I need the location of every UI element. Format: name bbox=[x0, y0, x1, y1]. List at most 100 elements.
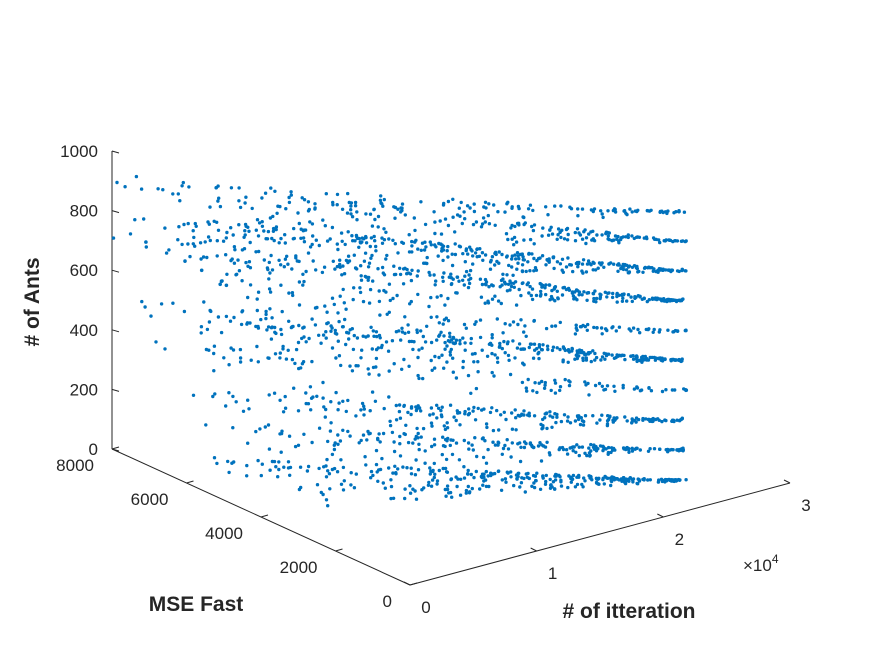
data-point bbox=[338, 294, 342, 298]
x-tick-mark bbox=[783, 479, 791, 484]
data-point bbox=[260, 220, 264, 224]
data-point bbox=[606, 352, 611, 356]
data-point bbox=[384, 290, 388, 294]
data-point bbox=[564, 448, 569, 452]
data-point bbox=[387, 282, 392, 286]
data-point bbox=[591, 229, 595, 233]
data-point bbox=[680, 267, 684, 272]
data-point bbox=[296, 211, 300, 215]
data-point bbox=[208, 205, 212, 209]
data-point bbox=[350, 234, 354, 238]
data-point bbox=[321, 396, 325, 400]
data-point bbox=[661, 210, 665, 215]
data-point bbox=[518, 485, 522, 489]
data-point bbox=[229, 226, 233, 230]
data-point bbox=[595, 421, 599, 425]
data-point bbox=[370, 390, 375, 394]
data-point bbox=[246, 398, 250, 402]
data-point bbox=[657, 297, 661, 301]
data-point bbox=[448, 350, 452, 354]
data-point bbox=[583, 380, 587, 384]
data-point bbox=[262, 229, 266, 233]
data-point bbox=[409, 412, 413, 417]
data-point bbox=[341, 465, 346, 470]
data-point bbox=[574, 323, 578, 327]
data-point bbox=[375, 334, 379, 339]
data-point bbox=[256, 360, 260, 364]
data-point bbox=[513, 356, 517, 360]
data-point bbox=[406, 330, 411, 334]
data-point bbox=[188, 254, 192, 259]
data-point bbox=[630, 299, 634, 304]
data-point bbox=[341, 399, 345, 403]
data-point bbox=[505, 470, 509, 474]
data-point bbox=[532, 318, 536, 323]
data-point bbox=[373, 239, 377, 243]
data-point bbox=[365, 438, 369, 442]
data-point bbox=[212, 219, 216, 223]
data-point bbox=[592, 207, 597, 211]
data-point bbox=[317, 243, 321, 248]
data-point bbox=[451, 215, 455, 219]
data-point bbox=[439, 408, 443, 413]
data-point bbox=[461, 365, 465, 370]
data-point bbox=[376, 214, 381, 219]
data-point bbox=[254, 250, 258, 254]
data-point bbox=[270, 325, 274, 329]
data-point bbox=[433, 243, 437, 247]
y-tick-label: 0 bbox=[383, 592, 392, 611]
data-point bbox=[466, 441, 471, 445]
data-point bbox=[599, 293, 603, 297]
data-point bbox=[391, 238, 395, 242]
data-point bbox=[571, 449, 575, 453]
data-point bbox=[268, 216, 273, 220]
data-point bbox=[633, 295, 637, 299]
data-point bbox=[504, 417, 508, 422]
data-point bbox=[333, 331, 338, 335]
data-point bbox=[570, 290, 575, 294]
data-point bbox=[271, 229, 276, 233]
data-point bbox=[366, 265, 371, 269]
data-point bbox=[279, 332, 284, 337]
data-point bbox=[508, 288, 512, 292]
data-point bbox=[530, 484, 534, 488]
data-point bbox=[416, 436, 420, 440]
data-point bbox=[528, 284, 532, 289]
data-point bbox=[416, 373, 420, 378]
data-point bbox=[472, 405, 476, 410]
data-point bbox=[263, 425, 267, 429]
data-point bbox=[580, 262, 585, 266]
data-point bbox=[466, 468, 470, 473]
data-point bbox=[256, 290, 261, 294]
data-point bbox=[506, 200, 510, 204]
data-point bbox=[480, 437, 485, 441]
data-point bbox=[665, 211, 669, 216]
data-point bbox=[622, 478, 626, 482]
data-point bbox=[439, 413, 444, 417]
data-point bbox=[283, 233, 287, 237]
data-point bbox=[593, 268, 598, 272]
data-point bbox=[325, 239, 330, 243]
data-point bbox=[234, 400, 238, 404]
data-point bbox=[560, 228, 564, 232]
data-point bbox=[605, 476, 609, 480]
z-tick-mark bbox=[111, 210, 120, 214]
data-point bbox=[212, 369, 216, 373]
data-point bbox=[264, 309, 268, 314]
data-point bbox=[356, 364, 360, 368]
data-point bbox=[423, 240, 427, 244]
data-point bbox=[264, 237, 268, 241]
data-point bbox=[208, 238, 212, 243]
data-point bbox=[480, 348, 484, 352]
data-point bbox=[297, 221, 301, 226]
data-point bbox=[270, 459, 275, 464]
data-point bbox=[667, 477, 671, 482]
data-point bbox=[410, 268, 414, 272]
data-point bbox=[683, 239, 687, 244]
data-point bbox=[391, 496, 396, 500]
data-point bbox=[269, 253, 273, 258]
data-point bbox=[398, 454, 403, 458]
data-point bbox=[600, 355, 605, 359]
data-point bbox=[211, 394, 215, 399]
data-point bbox=[286, 262, 290, 266]
